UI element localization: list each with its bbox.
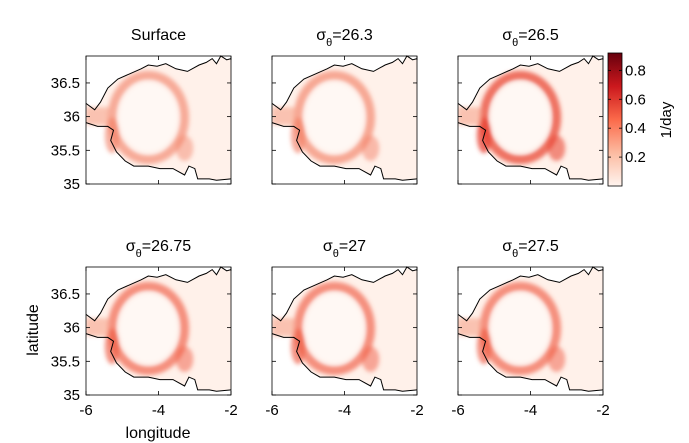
strait-inflow [86, 107, 110, 126]
heatmap-field [272, 56, 417, 181]
y-tick-label: 35 [63, 176, 80, 193]
heatmap-field [86, 267, 231, 392]
y-tick-label: 35.5 [51, 353, 80, 370]
colorbar-tick-label: 0.6 [625, 91, 646, 108]
y-tick-label: 36 [63, 320, 80, 337]
x-tick-label: -4 [524, 402, 537, 419]
south-coastline [85, 122, 232, 181]
panel-6: -6 -4 -2 σθ=27.5 [451, 238, 609, 419]
colorbar: 0.2 0.4 0.6 0.8 1/day [607, 52, 675, 187]
panel-title: σθ=26.3 [316, 27, 373, 49]
strait-inflow [458, 318, 482, 337]
eastern-branch [175, 346, 194, 372]
panel-title: Surface [131, 27, 186, 44]
colorbar-label: 1/day [658, 101, 675, 138]
strait-inflow [272, 318, 296, 337]
north-coastline [271, 266, 418, 322]
panel-title: σθ=26.75 [126, 238, 191, 260]
gyre-core [491, 82, 550, 152]
panel-4: -6 -4 -2 35 35.5 36 36.5 σθ=26.75 [51, 238, 238, 419]
heatmap-field [86, 56, 231, 181]
gyre-core [305, 293, 364, 363]
panel-2: σθ=26.3 [271, 27, 418, 185]
panel-title: σθ=27.5 [502, 238, 559, 260]
colorbar-tick-label: 0.2 [625, 149, 646, 166]
strait-inflow [458, 107, 482, 126]
eastern-branch [361, 135, 380, 161]
panel-title: σθ=27 [323, 238, 366, 260]
x-tick-label: -2 [596, 402, 609, 419]
gyre-core [491, 293, 550, 363]
x-tick-label: -2 [224, 402, 237, 419]
gyre-core [305, 82, 364, 152]
south-coastline [85, 333, 232, 392]
eastern-branch [361, 346, 380, 372]
y-tick-label: 36.5 [51, 75, 80, 92]
y-tick-label: 36.5 [51, 286, 80, 303]
strait-inflow [272, 107, 296, 126]
eastern-branch [547, 135, 566, 161]
x-tick-label: -6 [265, 402, 278, 419]
north-coastline [271, 55, 418, 111]
panel-title: σθ=26.5 [502, 27, 559, 49]
colorbar-tick-label: 0.4 [625, 120, 646, 137]
panel-1: 35 35.5 36 36.5 Surface [51, 27, 232, 193]
north-coastline [457, 266, 604, 322]
south-coastline [271, 122, 418, 181]
heatmap-field [272, 267, 417, 392]
x-tick-label: -2 [410, 402, 423, 419]
y-axis-label: latitude [25, 304, 42, 356]
x-tick-label: -4 [152, 402, 165, 419]
north-coastline [85, 55, 232, 111]
south-coastline [271, 333, 418, 392]
panels: 35 35.5 36 36.5 Surface σθ=26.3 σθ=26.5 -6 -4 -2 3… [51, 27, 610, 419]
panel-5: -6 -4 -2 σθ=27 [265, 238, 423, 419]
x-tick-label: -4 [338, 402, 351, 419]
gyre-ring [479, 70, 562, 165]
colorbar-gradient [607, 52, 623, 187]
north-coastline [85, 266, 232, 322]
y-tick-label: 35 [63, 387, 80, 404]
gyre-core [119, 82, 178, 152]
eastern-branch [547, 346, 566, 372]
x-tick-label: -6 [451, 402, 464, 419]
colorbar-tick-label: 0.8 [625, 62, 646, 79]
heatmap-field [458, 267, 603, 392]
south-coastline [457, 333, 604, 392]
heatmap-field [458, 56, 603, 181]
eastern-branch [175, 135, 194, 161]
x-axis-label: longitude [126, 425, 191, 442]
panel-3: σθ=26.5 [457, 27, 604, 185]
gyre-ring [107, 70, 190, 165]
gyre-core [119, 293, 178, 363]
north-coastline [457, 55, 604, 111]
y-tick-label: 36 [63, 109, 80, 126]
x-tick-label: -6 [79, 402, 92, 419]
south-coastline [457, 122, 604, 181]
strait-inflow [86, 318, 110, 337]
y-tick-label: 35.5 [51, 142, 80, 159]
colorbar-ticks: 0.2 0.4 0.6 0.8 [608, 62, 646, 166]
